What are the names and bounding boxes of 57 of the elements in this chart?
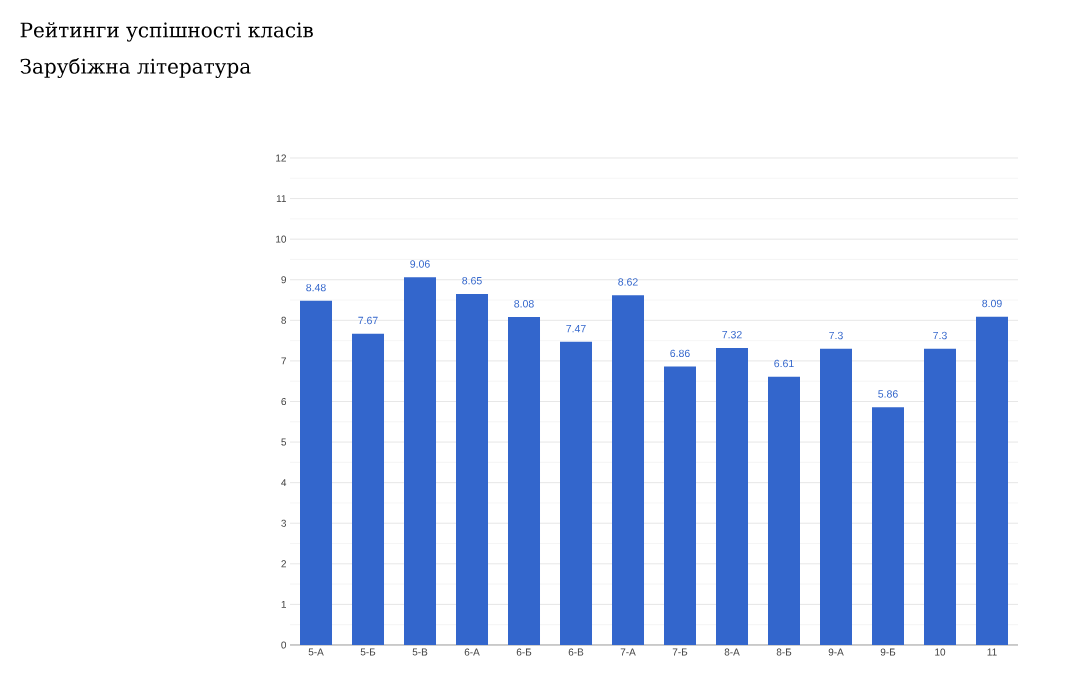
x-tick-label: 9-А bbox=[828, 648, 844, 656]
y-tick-label: 9 bbox=[281, 276, 287, 284]
y-tick-label: 0 bbox=[281, 641, 287, 649]
data-label: 6.86 bbox=[670, 349, 690, 358]
data-label: 8.09 bbox=[982, 299, 1002, 308]
y-tick-label: 12 bbox=[276, 154, 286, 162]
data-label: 7.67 bbox=[358, 316, 378, 325]
y-tick-label: 5 bbox=[281, 438, 287, 446]
bar bbox=[976, 316, 1008, 645]
bar bbox=[508, 317, 540, 645]
x-tick-label: 9-Б bbox=[880, 648, 896, 656]
bar bbox=[612, 295, 644, 645]
y-tick-label: 10 bbox=[276, 235, 287, 243]
data-label: 7.3 bbox=[829, 331, 843, 340]
y-tick-label: 6 bbox=[281, 397, 287, 406]
x-tick-label: 6-А bbox=[464, 648, 480, 656]
x-tick-label: 5-А bbox=[308, 648, 324, 656]
x-tick-label: 8-Б bbox=[776, 648, 792, 656]
chart-title: Рейтинги успішності класів bbox=[20, 22, 313, 42]
y-tick-label: 3 bbox=[281, 519, 287, 527]
y-tick-label: 7 bbox=[281, 357, 286, 365]
data-label: 8.08 bbox=[514, 300, 534, 308]
bar bbox=[352, 333, 385, 645]
bar bbox=[820, 348, 852, 645]
x-tick-label: 8-А bbox=[724, 648, 740, 656]
data-label: 5.86 bbox=[878, 390, 898, 398]
data-label: 8.48 bbox=[306, 283, 326, 292]
bar bbox=[456, 293, 489, 645]
x-tick-label: 10 bbox=[935, 648, 946, 656]
x-tick-label: 5-Б bbox=[360, 648, 376, 656]
data-label: 7.3 bbox=[933, 331, 947, 340]
data-label: 9.06 bbox=[410, 260, 430, 268]
y-tick-label: 2 bbox=[281, 560, 286, 568]
bar bbox=[924, 348, 956, 645]
bar bbox=[560, 341, 593, 645]
y-tick-label: 4 bbox=[281, 479, 287, 487]
x-tick-label: 6-В bbox=[568, 648, 584, 656]
x-tick-label: 6-Б bbox=[516, 648, 532, 656]
x-tick-label: 7-Б bbox=[672, 648, 688, 656]
y-tick-label: 8 bbox=[281, 316, 287, 324]
bar bbox=[768, 376, 800, 645]
x-tick-label: 7-А bbox=[620, 648, 636, 656]
bar bbox=[872, 407, 904, 645]
chart-subtitle: Зарубіжна література bbox=[20, 58, 251, 78]
x-tick-label: 5-В bbox=[412, 648, 428, 656]
data-label: 7.47 bbox=[566, 325, 586, 333]
data-label: 8.62 bbox=[618, 278, 638, 286]
data-label: 8.65 bbox=[462, 276, 482, 285]
bar bbox=[664, 366, 696, 645]
bar bbox=[404, 277, 436, 645]
data-label: 7.32 bbox=[722, 330, 742, 339]
bar bbox=[300, 300, 332, 645]
data-label: 6.61 bbox=[774, 359, 794, 368]
y-tick-label: 1 bbox=[281, 600, 286, 608]
y-tick-label: 11 bbox=[276, 195, 286, 203]
bar bbox=[716, 347, 748, 645]
x-tick-label: 11 bbox=[987, 648, 997, 656]
